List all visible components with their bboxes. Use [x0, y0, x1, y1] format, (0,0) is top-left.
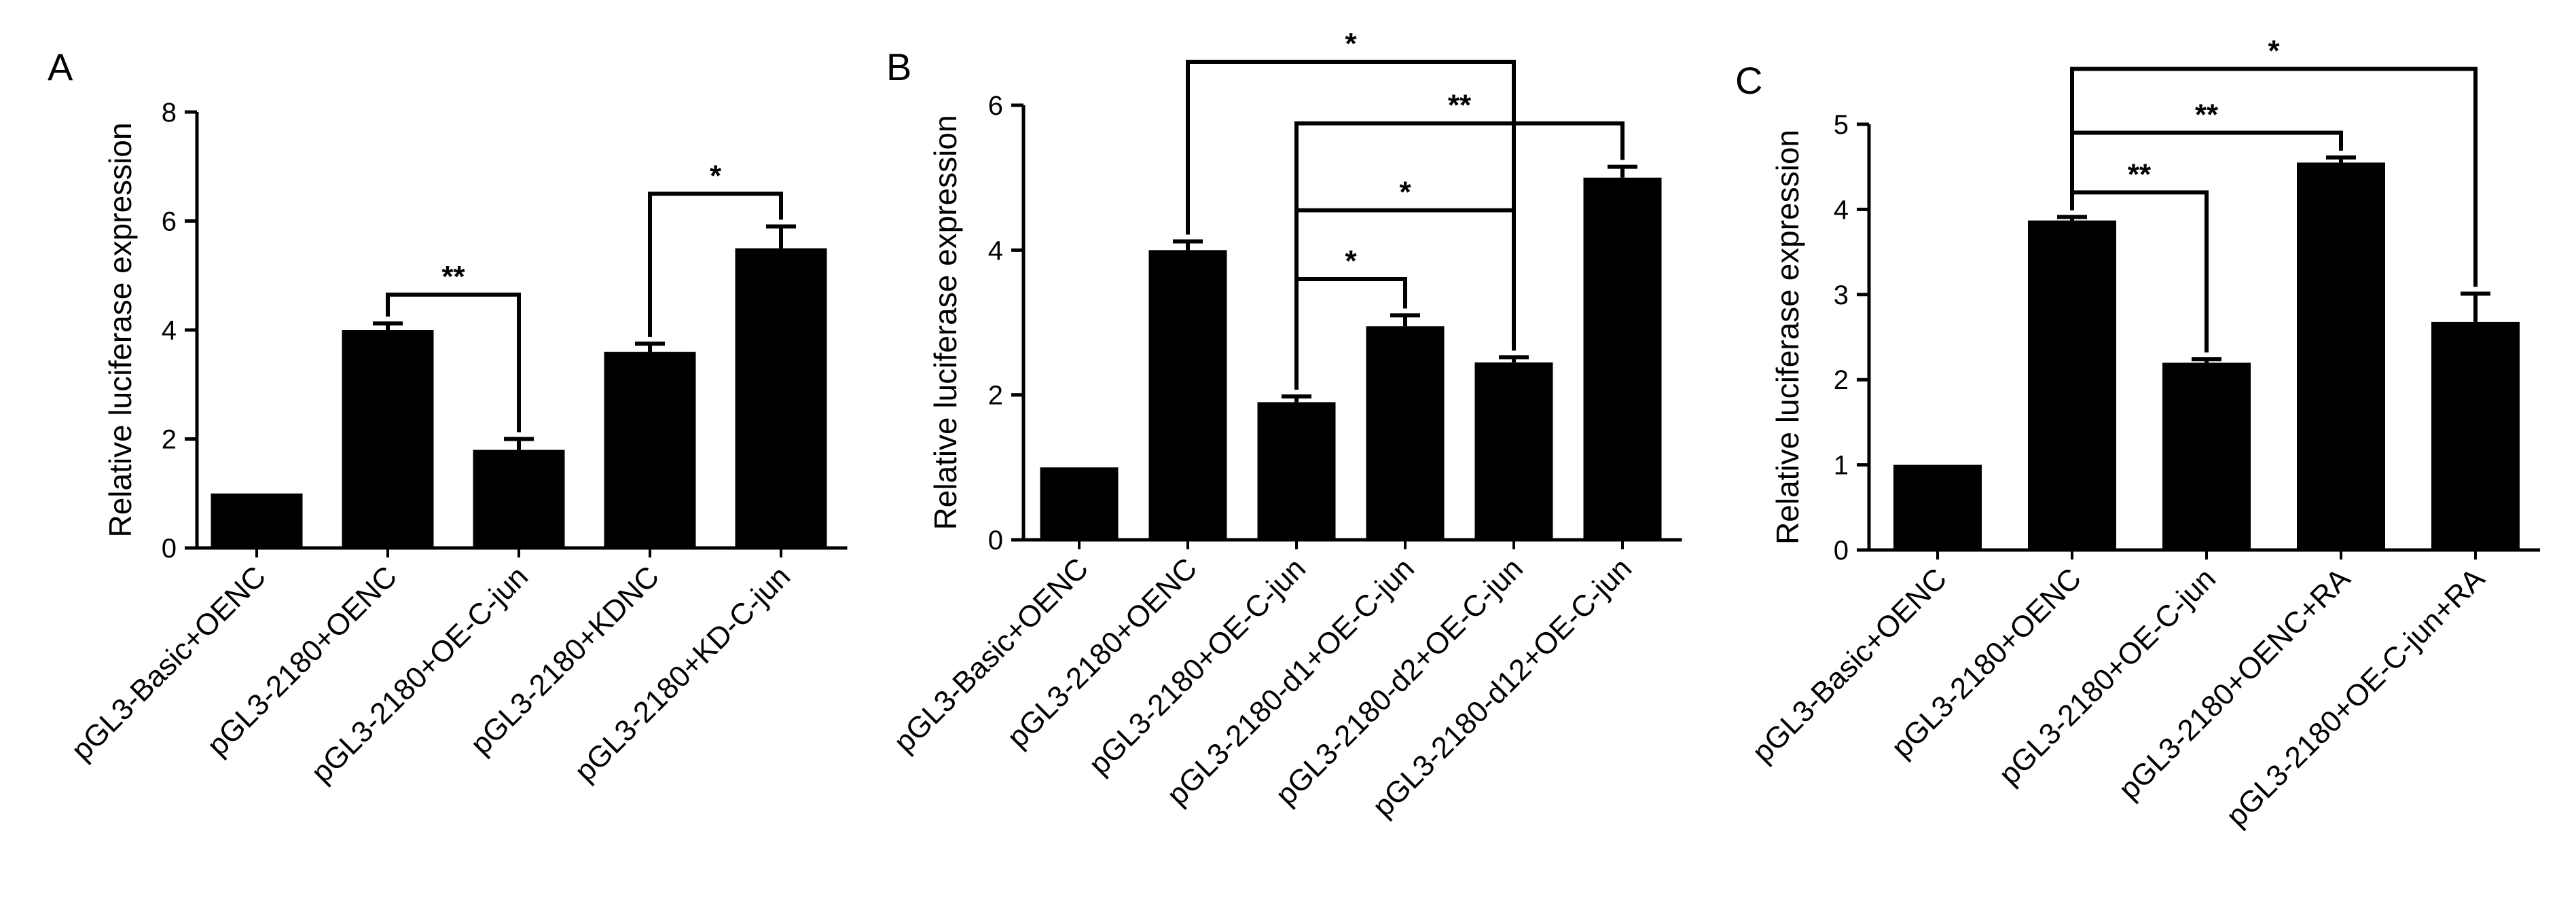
- bar: [2028, 220, 2116, 550]
- bar: [604, 352, 696, 548]
- y-tick-label: 6: [988, 91, 1003, 121]
- bar: [1893, 464, 1982, 550]
- significance-label: *: [1345, 244, 1357, 278]
- significance-bracket: [1186, 60, 1516, 351]
- y-tick-label: 4: [162, 316, 177, 346]
- bar: [2297, 162, 2385, 550]
- panel-b: B Relative luciferase expression 0 2 4 6 pGL3-…: [886, 27, 1682, 824]
- bar: [1257, 402, 1336, 540]
- category-label: pGL3-2180+OENC+RA: [2112, 562, 2357, 806]
- category-label: pGL3-2180+OENC: [1001, 551, 1203, 754]
- significance-bracket: [1294, 277, 1407, 390]
- panel-letter: C: [1735, 59, 1762, 102]
- y-axis-label: Relative luciferase expression: [928, 115, 963, 530]
- panel-a: A Relative luciferase expression 0 2 4 6 8 pGL3…: [48, 45, 848, 790]
- bar: [735, 248, 827, 548]
- bar: [1366, 326, 1445, 540]
- category-label: pGL3-Basic+OENC: [888, 551, 1095, 758]
- significance-label: **: [2195, 98, 2219, 132]
- bar: [1148, 250, 1227, 540]
- significance-label: **: [441, 260, 465, 293]
- bar: [1474, 362, 1553, 540]
- significance-label: *: [710, 159, 722, 192]
- y-tick-label: 0: [1834, 536, 1849, 566]
- significance-bracket: [648, 191, 783, 337]
- y-tick-label: 2: [988, 381, 1003, 411]
- bar: [1040, 467, 1119, 540]
- significance-bracket: [2070, 190, 2209, 353]
- y-tick-label: 6: [162, 207, 177, 237]
- panel-letter: A: [48, 45, 73, 88]
- bar: [473, 450, 565, 548]
- significance-label: *: [2268, 34, 2280, 67]
- significance-label: **: [2128, 158, 2152, 191]
- category-label: pGL3-2180+OE-C-jun: [1993, 562, 2222, 791]
- panel-letter: B: [886, 45, 911, 88]
- category-label: pGL3-2180+OE-C-jun: [1083, 551, 1312, 781]
- category-label: pGL3-2180+OE-C-jun: [305, 559, 534, 789]
- y-tick-label: 4: [1834, 195, 1849, 225]
- bar: [2162, 363, 2251, 550]
- y-axis-label: Relative luciferase expression: [103, 122, 138, 537]
- y-tick-label: 0: [988, 526, 1003, 555]
- significance-label: *: [1345, 27, 1357, 60]
- y-tick-label: 2: [162, 425, 177, 455]
- significance-label: **: [1448, 89, 1472, 122]
- y-tick-label: 2: [1834, 365, 1849, 395]
- y-tick-label: 4: [988, 236, 1003, 265]
- y-tick-label: 3: [1834, 280, 1849, 310]
- bar: [2431, 321, 2520, 550]
- y-axis-label: Relative luciferase expression: [1770, 130, 1805, 545]
- significance-bracket: [386, 292, 521, 433]
- bar: [342, 330, 434, 548]
- bar: [211, 493, 303, 548]
- significance-bracket: [2070, 130, 2343, 210]
- category-label: pGL3-2180+KD-C-jun: [568, 559, 797, 788]
- y-tick-label: 5: [1834, 110, 1849, 140]
- significance-label: *: [1399, 176, 1411, 209]
- y-tick-label: 1: [1834, 451, 1849, 481]
- y-tick-label: 8: [162, 98, 177, 128]
- bar: [1583, 177, 1662, 540]
- y-tick-label: 0: [162, 534, 177, 564]
- category-label: pGL3-2180+OE-C-jun+RA: [2220, 562, 2492, 833]
